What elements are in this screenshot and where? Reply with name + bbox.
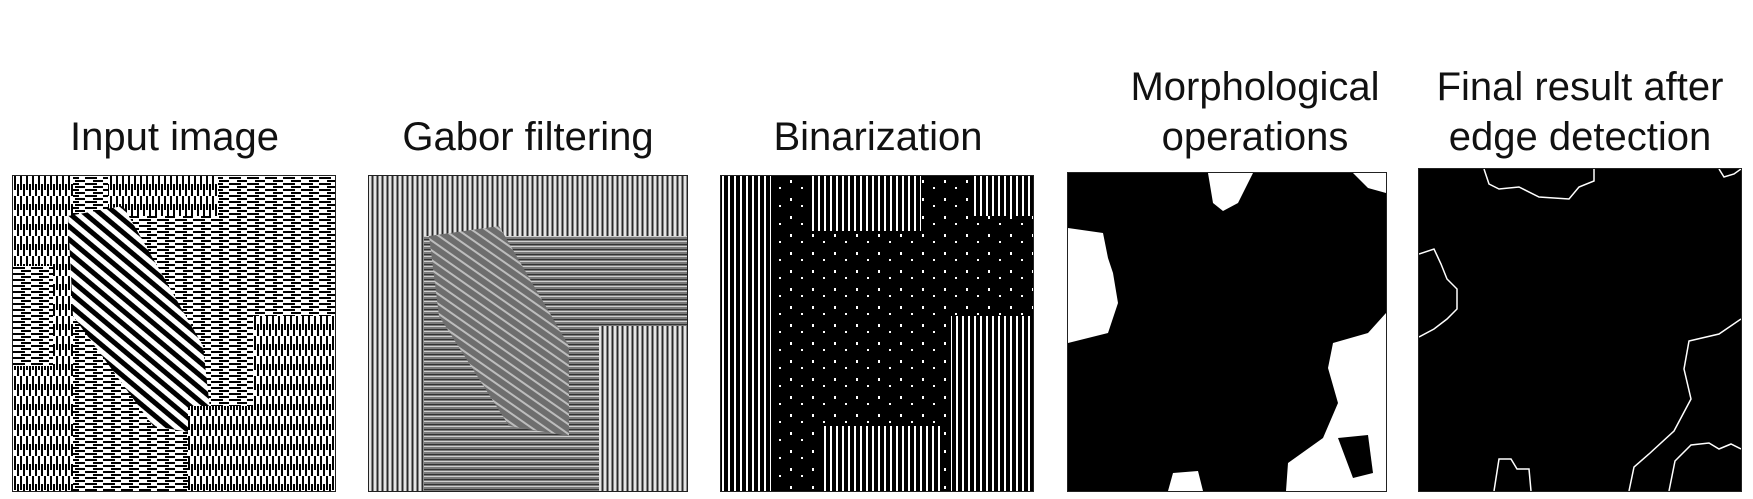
input-image (13, 176, 335, 491)
edge-detection-panel (1418, 168, 1742, 492)
caption-binarization: Binarization (773, 115, 983, 159)
morphological-operations-panel (1067, 172, 1387, 492)
gabor-filtering-panel (368, 175, 688, 492)
caption-gabor-filtering: Gabor filtering (402, 115, 654, 159)
binarized-image (721, 176, 1033, 491)
input-image-panel (12, 175, 336, 492)
caption-morphological-operations: Morphological operations (1130, 65, 1380, 159)
caption-final-result: Final result after edge detection (1436, 65, 1724, 159)
morphology-mask (1068, 173, 1386, 491)
binarization-panel (720, 175, 1034, 492)
caption-input-image: Input image (69, 115, 280, 159)
edge-map (1419, 169, 1741, 491)
gabor-filtered-image (369, 176, 687, 491)
